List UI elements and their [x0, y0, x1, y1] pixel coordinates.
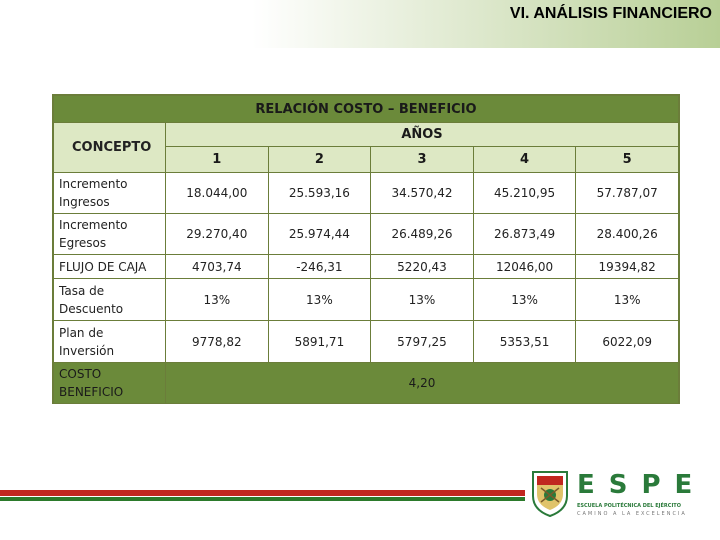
table-row: Incremento Egresos 29.270,40 25.974,44 26… [53, 213, 679, 255]
year-header: 1 [165, 146, 269, 173]
table-cell: 34.570,42 [370, 172, 474, 214]
table-row: Tasa de Descuento 13% 13% 13% 13% 13% [53, 278, 679, 321]
table-row: Plan de Inversión 9778,82 5891,71 5797,25… [53, 320, 679, 363]
header-band [0, 0, 720, 48]
row-label: FLUJO DE CAJA [53, 254, 166, 279]
row-label: Incremento Ingresos [53, 172, 166, 214]
logo-letters: ESPE [577, 470, 707, 500]
year-header: 5 [575, 146, 679, 173]
row-label: Incremento Egresos [53, 213, 166, 255]
table-footer-row: COSTO BENEFICIO 4,20 [53, 362, 679, 404]
table-cell: 13% [575, 278, 679, 321]
table-cell: 28.400,26 [575, 213, 679, 255]
years-header-row: CONCEPTO AÑOS [53, 122, 679, 173]
table-cell: 4703,74 [165, 254, 269, 279]
table-cell: -246,31 [267, 254, 372, 279]
table-cell: 5891,71 [267, 320, 372, 363]
table-title-row: RELACIÓN COSTO – BENEFICIO [53, 95, 679, 123]
logo-tagline: CAMINO A LA EXCELENCIA [577, 511, 687, 517]
table-title: RELACIÓN COSTO – BENEFICIO [53, 95, 679, 123]
table-cell: 57.787,07 [575, 172, 679, 214]
logo-subtitle: ESCUELA POLITÉCNICA DEL EJÉRCITO [577, 503, 681, 509]
table-cell: 5220,43 [370, 254, 474, 279]
row-label: Plan de Inversión [53, 320, 166, 363]
footer-red-line [0, 490, 525, 496]
cost-benefit-table: RELACIÓN COSTO – BENEFICIO CONCEPTO AÑOS… [52, 94, 680, 404]
table-cell: 13% [472, 278, 577, 321]
table-cell: 13% [370, 278, 474, 321]
table-cell: 45.210,95 [472, 172, 577, 214]
table-cell: 25.974,44 [267, 213, 372, 255]
table-row: FLUJO DE CAJA 4703,74 -246,31 5220,43 12… [53, 254, 679, 279]
table-cell: 12046,00 [472, 254, 577, 279]
table-cell: 9778,82 [165, 320, 269, 363]
table-cell: 6022,09 [575, 320, 679, 363]
concept-header: CONCEPTO [53, 122, 166, 173]
year-header: 2 [267, 146, 372, 173]
year-header: 4 [472, 146, 577, 173]
footer-label: COSTO BENEFICIO [53, 362, 166, 404]
footer-green-line [0, 497, 525, 501]
table-cell: 18.044,00 [165, 172, 269, 214]
table-cell: 26.873,49 [472, 213, 577, 255]
espe-emblem-icon [532, 471, 568, 518]
table-cell: 13% [267, 278, 372, 321]
years-header: AÑOS [165, 122, 679, 147]
table-cell: 5797,25 [370, 320, 474, 363]
table-cell: 19394,82 [575, 254, 679, 279]
table-cell: 13% [165, 278, 269, 321]
table-cell: 26.489,26 [370, 213, 474, 255]
table-cell: 5353,51 [472, 320, 577, 363]
table-cell: 25.593,16 [267, 172, 372, 214]
year-header: 3 [370, 146, 474, 173]
table-cell: 29.270,40 [165, 213, 269, 255]
cost-benefit-value: 4,20 [165, 362, 679, 404]
espe-logo: ESPE ESCUELA POLITÉCNICA DEL EJÉRCITO CA… [577, 470, 717, 517]
slide-title: VI. ANÁLISIS FINANCIERO [509, 5, 712, 22]
row-label: Tasa de Descuento [53, 278, 166, 321]
year-numbers-row: 1 2 3 4 5 [54, 146, 679, 173]
table-row: Incremento Ingresos 18.044,00 25.593,16 3… [53, 172, 679, 214]
